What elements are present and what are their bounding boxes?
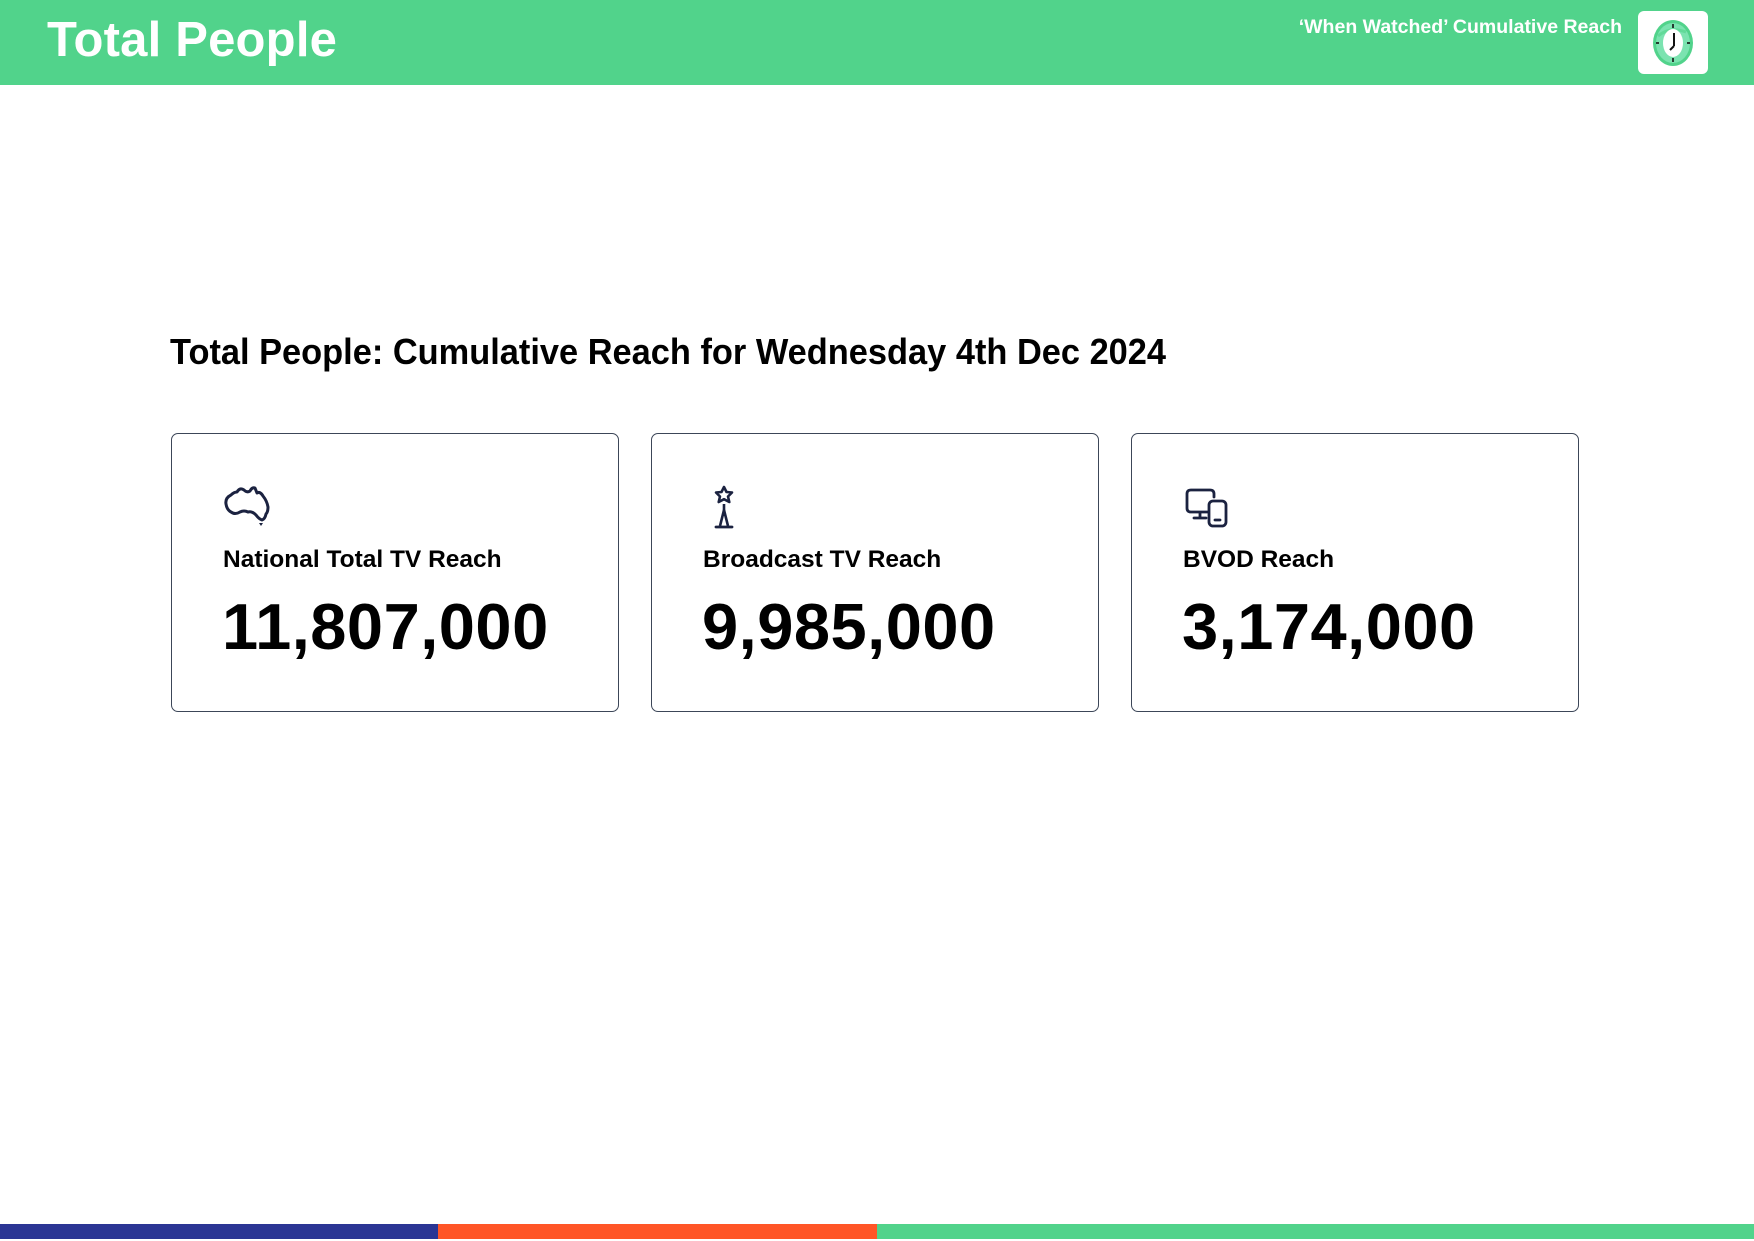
footer-color-bar: [0, 1224, 1754, 1239]
card-value: 3,174,000: [1182, 590, 1476, 663]
footer-segment-orange: [438, 1224, 877, 1239]
footer-segment-navy: [0, 1224, 438, 1239]
card-value: 11,807,000: [222, 590, 549, 663]
australia-map-icon: [222, 484, 274, 530]
header-title: Total People: [47, 13, 338, 67]
card-bvod-reach: BVOD Reach 3,174,000: [1131, 433, 1579, 712]
card-broadcast-tv-reach: Broadcast TV Reach 9,985,000: [651, 433, 1099, 712]
card-value: 9,985,000: [702, 590, 996, 663]
card-label: National Total TV Reach: [223, 546, 502, 573]
header-banner: Total People ‘When Watched’ Cumulative R…: [0, 0, 1754, 85]
card-label: Broadcast TV Reach: [703, 546, 942, 573]
page-heading: Total People: Cumulative Reach for Wedne…: [170, 331, 1167, 372]
card-national-total-tv-reach: National Total TV Reach 11,807,000: [171, 433, 619, 712]
footer-segment-green: [877, 1224, 1754, 1239]
devices-icon: [1182, 484, 1234, 530]
card-label: BVOD Reach: [1183, 546, 1335, 573]
clock-icon: [1638, 11, 1708, 74]
broadcast-tower-icon: [702, 484, 754, 530]
header-subtitle: ‘When Watched’ Cumulative Reach: [1298, 16, 1622, 38]
